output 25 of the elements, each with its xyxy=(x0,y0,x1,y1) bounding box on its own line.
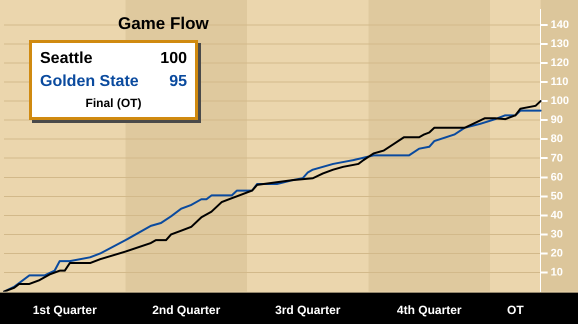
x-tick-label: 4th Quarter xyxy=(396,303,462,318)
y-tick-label: 10 xyxy=(550,266,563,279)
y-tick-label: 140 xyxy=(550,18,570,31)
x-tick-label: 1st Quarter xyxy=(32,303,98,318)
y-tick-label: 50 xyxy=(550,190,563,202)
y-tick-label: 120 xyxy=(550,56,570,69)
text: Seattle xyxy=(40,49,92,69)
text: Golden State xyxy=(40,72,139,92)
annotation: Final (OT) xyxy=(84,95,142,112)
chart-title: Game Flow xyxy=(118,14,209,34)
y-tick-label: 90 xyxy=(550,114,563,126)
x-tick-label: 2nd Quarter xyxy=(152,303,221,318)
y-tick-label: 70 xyxy=(550,152,563,164)
y-tick-label: 20 xyxy=(550,248,563,260)
y-tick-label: 100 xyxy=(550,95,570,108)
y-tick-label: 60 xyxy=(550,171,563,184)
x-tick-label: OT xyxy=(506,303,524,318)
y-tick-label: 110 xyxy=(550,76,568,88)
y-tick-label: 130 xyxy=(550,38,570,50)
x-tick-label: 3rd Quarter xyxy=(275,303,341,318)
y-tick-label: 80 xyxy=(550,133,563,146)
y-tick-label: 40 xyxy=(550,209,563,222)
annotation: 95 xyxy=(169,72,187,92)
y-tick-label: 30 xyxy=(550,228,563,240)
annotation: 100 xyxy=(160,49,187,69)
